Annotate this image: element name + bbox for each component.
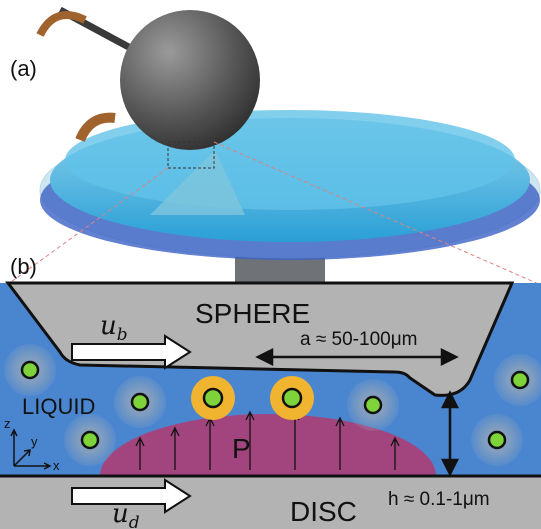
sphere-label: SPHERE (195, 298, 310, 329)
panel-label: (a) (10, 56, 37, 81)
axis-z: z (4, 416, 11, 431)
panel-label: (b) (10, 254, 37, 279)
film-thickness: h ≈ 0.1-1μm (388, 489, 490, 510)
axis-x: x (53, 458, 60, 473)
panel-b-schematic (0, 281, 541, 529)
subscript: d (129, 513, 140, 529)
disc-velocity: ud (112, 499, 140, 529)
contact-size: a ≈ 50-100μm (300, 329, 418, 350)
axis-y: y (31, 434, 38, 449)
panel-a-illustration (0, 6, 541, 291)
symbol: u (112, 499, 129, 529)
subscript: b (117, 325, 128, 345)
sphere-velocity: ub (100, 311, 128, 345)
pressure-label: P (232, 433, 251, 464)
disc-label: DISC (290, 496, 357, 527)
symbol: u (100, 311, 117, 341)
liquid-label: LIQUID (22, 394, 95, 419)
